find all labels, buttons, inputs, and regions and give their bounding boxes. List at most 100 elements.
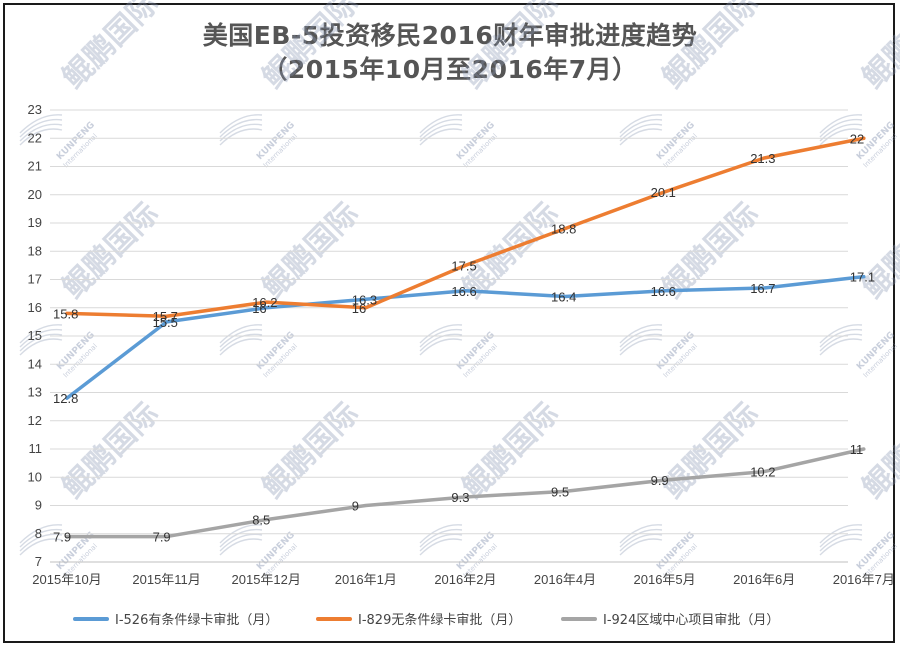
watermark-logo-stroke <box>219 118 263 138</box>
y-tick-label: 13 <box>28 385 42 400</box>
series-point <box>66 312 68 314</box>
watermark-logo-stroke <box>619 524 663 544</box>
y-tick-label: 19 <box>28 215 42 230</box>
data-label: 20.1 <box>651 185 676 200</box>
series-point <box>863 448 865 450</box>
watermark-logo-stroke <box>219 128 263 146</box>
series-point <box>365 298 367 300</box>
watermark-logo-stroke <box>819 524 863 544</box>
series-lines <box>65 136 866 539</box>
watermark-text: 鲲鹏国际 <box>656 0 766 96</box>
watermark-logo-stroke <box>19 118 63 138</box>
watermark-logo-stroke <box>19 328 63 348</box>
watermark-logo-stroke <box>219 333 263 352</box>
watermark-logo-stroke <box>219 324 263 344</box>
watermark-logo-stroke <box>19 524 63 544</box>
series-point <box>763 471 765 473</box>
series-point <box>265 301 267 303</box>
series-point <box>365 505 367 506</box>
data-label: 7.9 <box>153 530 171 545</box>
x-tick-label: 2016年6月 <box>733 572 795 587</box>
watermark-logo-stroke <box>219 524 263 544</box>
watermark-logo-stroke <box>619 324 663 344</box>
series-point <box>66 536 68 538</box>
watermark-logo-stroke <box>419 333 463 352</box>
watermark-logo-stroke <box>219 338 263 356</box>
legend-label: I-924区域中心项目审批（月） <box>603 613 779 628</box>
series-point <box>464 264 466 266</box>
gridlines <box>50 109 848 563</box>
watermark-logo-stroke <box>219 114 263 134</box>
watermark-logo-stroke <box>419 338 463 356</box>
watermark-logo-stroke <box>419 538 463 556</box>
y-tick-label: 12 <box>28 413 42 428</box>
series-point <box>166 536 168 538</box>
data-label: 17.1 <box>850 270 875 285</box>
legend-label: I-829无条件绿卡审批（月） <box>358 612 521 628</box>
y-tick-label: 8 <box>35 526 42 541</box>
y-tick-label: 9 <box>35 498 42 513</box>
watermark-logo-stroke <box>419 114 463 134</box>
watermark-logo-stroke <box>419 118 463 138</box>
watermark-logo-stroke <box>819 328 863 348</box>
series-point <box>664 191 666 193</box>
data-label: 16 <box>252 301 266 316</box>
watermark-logo-stroke <box>819 114 863 134</box>
watermark-logo-stroke <box>219 538 263 556</box>
watermark-logo-stroke <box>419 328 463 348</box>
watermark-logo-stroke <box>819 128 863 146</box>
y-tick-label: 20 <box>28 187 42 202</box>
data-label: 9.3 <box>451 490 469 505</box>
watermark-text: 鲲鹏国际 <box>656 396 766 506</box>
watermark-logo-stroke <box>219 528 263 548</box>
watermark-logo-stroke <box>819 118 863 138</box>
data-label: 18.8 <box>551 222 576 237</box>
x-tick-label: 2016年2月 <box>434 572 496 587</box>
watermark-text: 鲲鹏国际 <box>856 0 900 96</box>
series-point <box>763 157 765 159</box>
watermark-logo-stroke <box>619 328 663 348</box>
x-tick-label: 2015年10月 <box>32 572 101 587</box>
y-tick-label: 22 <box>28 130 42 145</box>
data-label: 9.9 <box>651 473 669 488</box>
watermark-logo-stroke <box>19 324 63 344</box>
watermark-logo-stroke <box>619 528 663 548</box>
y-tick-label: 11 <box>29 441 43 456</box>
data-label: 9 <box>352 499 359 514</box>
data-label: 8.5 <box>252 513 270 528</box>
watermark-logo-stroke <box>19 533 63 552</box>
watermark-logo-stroke <box>219 328 263 348</box>
watermark-logo-stroke <box>819 528 863 548</box>
watermark-logo-stroke <box>619 128 663 146</box>
watermark-logo-stroke <box>819 338 863 356</box>
series-point <box>66 397 68 399</box>
series-point <box>564 295 566 297</box>
watermark-logo-stroke <box>419 128 463 146</box>
data-label: 22 <box>850 131 864 146</box>
watermark-logo-stroke <box>619 533 663 552</box>
series-point <box>464 290 466 292</box>
series-point <box>564 228 566 230</box>
watermark-logo-stroke <box>219 533 263 552</box>
series-point <box>863 276 865 278</box>
y-tick-label: 10 <box>28 469 42 484</box>
y-tick-label: 18 <box>28 243 42 258</box>
data-label: 17.5 <box>451 258 476 273</box>
watermark-logo-stroke <box>19 128 63 146</box>
watermark-text: 鲲鹏国际 <box>56 0 166 96</box>
series-point <box>464 496 466 498</box>
watermark-logo-stroke <box>419 524 463 544</box>
watermark-logo-stroke <box>19 333 63 352</box>
data-label: 16.4 <box>551 289 576 304</box>
y-tick-label: 17 <box>28 272 42 287</box>
y-tick-label: 23 <box>28 102 42 117</box>
y-tick-label: 7 <box>35 554 42 569</box>
legend-label: I-526有条件绿卡审批（月） <box>115 612 278 628</box>
watermark-logo-stroke <box>819 533 863 552</box>
x-tick-label: 2016年4月 <box>534 572 596 587</box>
data-label: 11 <box>850 442 864 457</box>
